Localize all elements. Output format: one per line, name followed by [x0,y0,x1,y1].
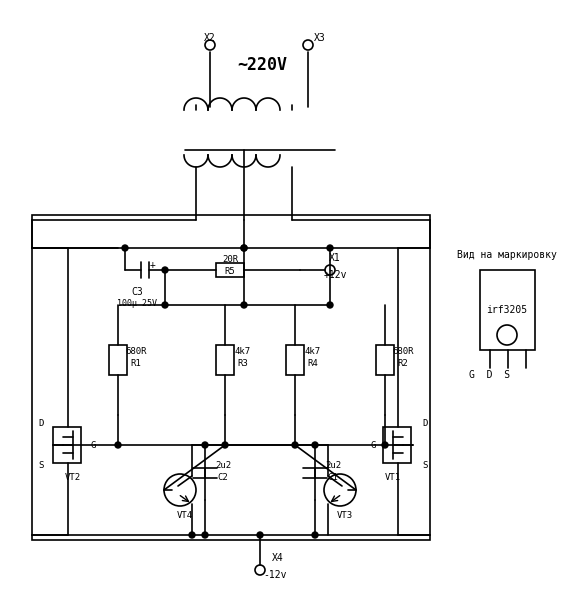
Circle shape [241,245,247,251]
Text: X1: X1 [329,253,341,263]
Circle shape [162,267,168,273]
Text: ~220V: ~220V [237,56,287,74]
Circle shape [202,442,208,448]
Text: C1: C1 [328,473,338,482]
Text: +12v: +12v [323,270,347,280]
Circle shape [241,245,247,251]
Circle shape [122,245,128,251]
Text: R3: R3 [238,359,248,367]
Text: 4k7: 4k7 [305,347,321,356]
Text: R1: R1 [130,359,141,367]
Circle shape [115,442,121,448]
Text: X4: X4 [272,553,284,563]
Text: D: D [422,419,428,428]
Circle shape [327,245,333,251]
Circle shape [241,302,247,308]
Bar [32,215,430,540]
Text: VT1: VT1 [385,472,401,481]
Text: 2u2: 2u2 [325,461,341,470]
Text: 680R: 680R [125,347,147,356]
Bar [376,345,394,375]
Circle shape [202,532,208,538]
Text: X3: X3 [314,33,326,43]
Circle shape [382,442,388,448]
Bar [216,345,234,375]
Text: -12v: -12v [263,570,287,580]
Text: C3: C3 [131,287,143,297]
Text: VT4: VT4 [177,512,193,521]
Text: 100μ 25V: 100μ 25V [117,298,157,307]
Text: R4: R4 [308,359,319,367]
Text: Вид на маркировку: Вид на маркировку [457,250,557,260]
Text: 2u2: 2u2 [215,461,231,470]
Bar [216,263,244,277]
Circle shape [327,302,333,308]
Circle shape [189,532,195,538]
Text: S: S [422,460,428,469]
Bar [480,270,535,350]
Circle shape [312,532,318,538]
Bar [383,427,411,463]
Circle shape [257,532,263,538]
Text: R5: R5 [224,268,235,277]
Bar [109,345,127,375]
Text: 20R: 20R [222,254,238,263]
Circle shape [222,442,228,448]
Circle shape [162,302,168,308]
Text: S: S [38,460,44,469]
Text: R2: R2 [398,359,409,367]
Text: G: G [370,440,376,449]
Text: 4k7: 4k7 [235,347,251,356]
Bar [286,345,304,375]
Circle shape [292,442,298,448]
Text: VT3: VT3 [337,512,353,521]
Text: +: + [150,260,156,270]
Text: D: D [38,419,44,428]
Text: irf3205: irf3205 [486,305,527,315]
Text: VT2: VT2 [65,472,81,481]
Bar [53,427,81,463]
Circle shape [312,442,318,448]
Text: 680R: 680R [392,347,414,356]
Text: G  D  S: G D S [470,370,511,380]
Text: X2: X2 [204,33,216,43]
Text: C2: C2 [218,473,228,482]
Text: G: G [91,440,96,449]
